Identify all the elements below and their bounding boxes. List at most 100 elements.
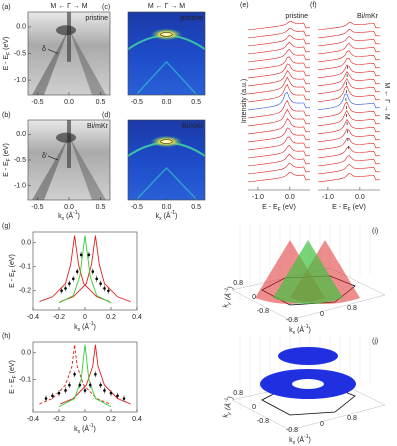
edc-curve	[247, 83, 311, 103]
label-part: -1	[171, 210, 176, 216]
panel-label: (b)	[2, 112, 11, 119]
label-part: E - E	[9, 378, 16, 394]
label-part: F	[278, 207, 281, 213]
data-point	[68, 383, 71, 387]
edc-curve	[247, 48, 311, 63]
x-tick-label: 0.0	[285, 194, 295, 201]
label-part: )	[309, 437, 311, 444]
band	[160, 32, 173, 37]
panel-label: (g)	[2, 223, 11, 230]
edc-curve	[247, 99, 311, 119]
data-point	[87, 253, 91, 257]
data-point	[60, 289, 63, 293]
data-point	[99, 383, 102, 387]
panel-label: (e)	[240, 2, 249, 9]
label-part: k	[74, 324, 78, 331]
x-axis-label: kx (Å-1)	[74, 321, 96, 333]
label-part: y	[226, 301, 233, 305]
data-point	[64, 389, 67, 392]
band	[150, 135, 183, 148]
edc-curve	[317, 64, 381, 79]
data-point	[95, 277, 98, 281]
data-point	[44, 397, 48, 400]
kx-tick-label: 0	[320, 421, 324, 428]
label-part: )	[94, 426, 96, 433]
label-part: )	[227, 286, 234, 290]
y-tick-label: -0.1	[19, 377, 31, 384]
label-part: -1	[304, 324, 309, 330]
edc-curve	[247, 91, 311, 111]
edc-curve	[247, 69, 311, 87]
label-part: y	[226, 411, 233, 415]
label-part: Intensity (a.u.)	[241, 79, 248, 123]
label-part: F	[6, 52, 12, 55]
x-tick-label: 0.5	[96, 204, 106, 211]
kx-axis-label: kx (Å-1)	[289, 434, 311, 446]
x-axis-label: kx (Å-1)	[156, 210, 178, 222]
data-point	[103, 287, 106, 290]
plot-frame	[32, 341, 138, 413]
data-point	[57, 391, 61, 395]
x-axis-label: kx (Å-1)	[58, 210, 80, 222]
label-part: (Å	[222, 401, 233, 412]
x-tick-label: 0.5	[191, 99, 201, 106]
kx-axis-label: kx (Å-1)	[289, 324, 311, 336]
label-part: )	[227, 396, 234, 400]
edc-curve	[317, 22, 380, 31]
panel-tag: pristine	[180, 15, 203, 22]
data-point	[75, 270, 79, 273]
panel-label: (h)	[2, 333, 11, 340]
y-tick-label: 0.0	[21, 240, 31, 247]
series-line	[39, 344, 110, 405]
label-part: k	[289, 327, 293, 334]
data-point	[103, 389, 106, 392]
label-part: k	[222, 413, 230, 419]
annotation-arrow	[47, 155, 59, 161]
annotation: δ'	[42, 153, 47, 160]
label-part: )	[175, 213, 177, 220]
label-part: E - E	[9, 272, 16, 288]
y-axis-label: E - EF (eV)	[9, 360, 18, 394]
x-tick-label: -1.0	[252, 194, 264, 201]
y-tick-label: -0.1	[19, 264, 31, 271]
kx-tick-label: 0	[320, 311, 324, 318]
band	[150, 28, 183, 41]
kx-tick-label: -0.8	[286, 427, 298, 434]
x-axis-label: E - EF (eV)	[332, 204, 366, 213]
x-tick-label: 0	[83, 314, 87, 321]
panel-label: (d)	[102, 112, 111, 119]
y-tick-label: -1.0	[14, 182, 26, 189]
series-line	[60, 344, 131, 405]
label-part: (Å	[295, 435, 304, 444]
band	[160, 139, 173, 144]
panel-label: (j)	[372, 338, 378, 345]
edc-curve	[247, 20, 311, 31]
annotation: δ	[42, 46, 46, 53]
panel-tag: Bi/mKr	[182, 123, 204, 130]
x-tick-label: -0.5	[31, 99, 43, 106]
x-tick-label: -0.2	[53, 416, 65, 423]
panel-title: M ← Γ → M	[148, 3, 185, 10]
label-part: (eV)	[3, 143, 10, 158]
band	[69, 136, 106, 200]
annotation-arrow	[47, 49, 59, 54]
x-tick-label: 0	[83, 416, 87, 423]
ring	[278, 347, 338, 365]
edc-curve	[317, 29, 380, 39]
data-point	[88, 383, 92, 387]
edc-curve	[317, 109, 381, 127]
label-part: (Å	[80, 322, 89, 331]
y-tick-label: -0.5	[14, 50, 26, 57]
label-part: )	[309, 327, 311, 334]
data-point	[78, 383, 82, 387]
data-point	[83, 389, 87, 392]
side-label: M ← Γ → M	[383, 82, 390, 119]
label-part: (eV)	[9, 360, 16, 375]
x-tick-label: 0.0	[162, 204, 172, 211]
ky-axis-label: ky (Å-1)	[220, 285, 237, 309]
y-tick-label: -0.5	[14, 157, 26, 164]
label-part: k	[58, 213, 62, 220]
data-point	[107, 289, 110, 293]
band	[32, 28, 69, 96]
